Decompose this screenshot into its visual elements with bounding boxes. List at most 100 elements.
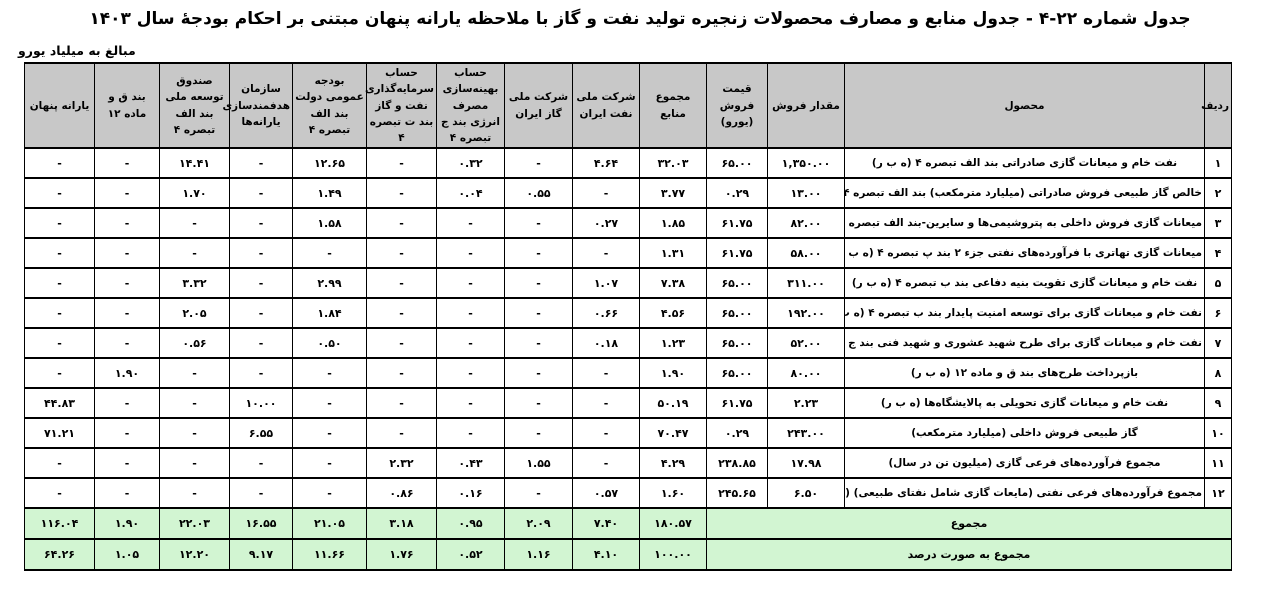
product-cell: نفت خام و میعانات گازی برای توسعه امنیت … [844, 297, 1205, 330]
value-cell: ۲۴۳.۰۰ [767, 417, 845, 450]
row-number-cell: ۴ [1204, 237, 1232, 270]
value-cell: - [94, 207, 160, 240]
header-row: ردیف محصول مقدار فروش قیمت فروش (یورو) م… [24, 61, 1232, 150]
value-cell: ۳۱۱.۰۰ [767, 267, 845, 300]
value-cell: - [572, 177, 640, 210]
table-row: ۷ نفت خام و میعانات گازی برای طرح شهید عش… [24, 327, 1232, 360]
table-row: ۳ میعانات گازی فروش داخلی به پتروشیمی‌ها … [24, 207, 1232, 240]
col-header-sales-price-euro: قیمت فروش (یورو) [706, 61, 768, 150]
value-cell: ۲۳۸.۸۵ [706, 447, 768, 480]
summary-value-cell: ۱۱۶.۰۴ [24, 507, 95, 541]
value-cell: ۶۱.۷۵ [706, 387, 768, 420]
value-cell: ۰.۸۶ [366, 477, 437, 510]
col-header-subsidy-targeting-org: سازمان هدفمندسازی یارانه‌ها [222, 61, 293, 150]
row-number-cell: ۱۲ [1204, 477, 1232, 510]
product-cell: نفت خام و میعانات گازی تقویت بنیه دفاعی … [844, 267, 1205, 300]
value-cell: - [436, 237, 505, 270]
value-cell: - [436, 267, 505, 300]
value-cell: ۴.۶۴ [572, 147, 640, 180]
value-cell: - [159, 477, 230, 510]
value-cell: ۳.۳۲ [159, 267, 230, 300]
row-number-cell: ۱۰ [1204, 417, 1232, 450]
col-header-sales-quantity: مقدار فروش [767, 61, 845, 150]
table-body: ۱ نفت خام و میعانات گازی صادراتی بند الف … [24, 147, 1232, 510]
value-cell: ۶۱.۷۵ [706, 237, 768, 270]
summary-value-cell: ۱.۹۰ [94, 507, 160, 541]
value-cell: - [24, 237, 95, 270]
value-cell: ۵۲.۰۰ [767, 327, 845, 360]
summary-value-cell: ۶۴.۲۶ [24, 538, 95, 572]
value-cell: - [292, 357, 367, 390]
value-cell: ۱,۳۵۰.۰۰ [767, 147, 845, 180]
value-cell: ۰.۵۷ [572, 477, 640, 510]
value-cell: ۷.۳۸ [639, 267, 707, 300]
value-cell: - [436, 207, 505, 240]
value-cell: ۷۰.۴۷ [639, 417, 707, 450]
table-row: ۹ نفت خام و میعانات گازی تحویلی به پالایش… [24, 387, 1232, 420]
product-cell: گاز طبیعی فروش داخلی (میلیارد مترمکعب) [844, 417, 1205, 450]
value-cell: - [159, 207, 230, 240]
value-cell: - [94, 447, 160, 480]
col-header-energy-optimization-account: حساب بهینه‌سازی مصرف انرژی بند ج تبصره ۴ [436, 61, 505, 150]
value-cell: ۱.۹۰ [94, 357, 160, 390]
value-cell: - [366, 267, 437, 300]
value-cell: - [24, 297, 95, 330]
value-cell: ۰.۱۶ [436, 477, 505, 510]
value-cell: ۸۲.۰۰ [767, 207, 845, 240]
value-cell: - [292, 477, 367, 510]
value-cell: - [229, 327, 293, 360]
summary-value-cell: ۰.۹۵ [436, 507, 505, 541]
value-cell: - [229, 447, 293, 480]
summary-label-cell: مجموع [706, 507, 1232, 541]
table-row: ۵ نفت خام و میعانات گازی تقویت بنیه دفاعی… [24, 267, 1232, 300]
value-cell: ۲.۲۳ [767, 387, 845, 420]
value-cell: ۰.۵۶ [159, 327, 230, 360]
value-cell: ۱.۳۱ [639, 237, 707, 270]
product-cell: نفت خام و میعانات گازی تحویلی به پالایشگ… [844, 387, 1205, 420]
value-cell: ۰.۵۵ [504, 177, 573, 210]
row-number-cell: ۹ [1204, 387, 1232, 420]
value-cell: - [229, 477, 293, 510]
value-cell: - [366, 207, 437, 240]
summary-row: مجموع ۱۸۰.۵۷ ۷.۴۰ ۲.۰۹ ۰.۹۵ ۳.۱۸ ۲۱.۰۵ ۱۶.۵۵ ۲۲.… [24, 507, 1232, 541]
product-cell: مجموع فرآورده‌های فرعی گازی (میلیون تن د… [844, 447, 1205, 480]
summary-value-cell: ۴.۱۰ [572, 538, 640, 572]
value-cell: ۱۳.۰۰ [767, 177, 845, 210]
value-cell: ۱۲.۶۵ [292, 147, 367, 180]
col-header-product: محصول [844, 61, 1205, 150]
value-cell: ۰.۲۹ [706, 177, 768, 210]
summary-label-cell: مجموع به صورت درصد [706, 538, 1232, 572]
value-cell: - [504, 147, 573, 180]
table-footer: مجموع ۱۸۰.۵۷ ۷.۴۰ ۲.۰۹ ۰.۹۵ ۳.۱۸ ۲۱.۰۵ ۱۶.۵۵ ۲۲.… [24, 507, 1232, 572]
value-cell: - [159, 447, 230, 480]
value-cell: - [436, 357, 505, 390]
product-cell: نفت خام و میعانات گازی صادراتی بند الف ت… [844, 147, 1205, 180]
summary-value-cell: ۱۱.۶۶ [292, 538, 367, 572]
value-cell: ۰.۱۸ [572, 327, 640, 360]
table-row: ۴ میعانات گازی تهاتری با فرآورده‌های نفتی… [24, 237, 1232, 270]
value-cell: - [24, 267, 95, 300]
value-cell: ۰.۲۷ [572, 207, 640, 240]
value-cell: ۶۵.۰۰ [706, 357, 768, 390]
value-cell: - [504, 297, 573, 330]
col-header-national-oil-company: شرکت ملی نفت ایران [572, 61, 640, 150]
budget-table: ردیف محصول مقدار فروش قیمت فروش (یورو) م… [24, 61, 1232, 572]
value-cell: ۱.۴۹ [292, 177, 367, 210]
col-header-oil-gas-investment-account: حساب سرمایه‌گذاری نفت و گاز بند ت تبصره … [365, 61, 437, 150]
summary-value-cell: ۹.۱۷ [229, 538, 293, 572]
product-cell: بازپرداخت طرح‌های بند ق و ماده ۱۲ (ه ب ر… [844, 357, 1205, 390]
value-cell: - [504, 237, 573, 270]
value-cell: - [159, 387, 230, 420]
value-cell: - [24, 207, 95, 240]
summary-row: مجموع به صورت درصد ۱۰۰.۰۰ ۴.۱۰ ۱.۱۶ ۰.۵۲ ۱.۷۶… [24, 538, 1232, 572]
value-cell: - [504, 267, 573, 300]
value-cell: - [366, 177, 437, 210]
value-cell: ۴۴.۸۳ [24, 387, 95, 420]
summary-value-cell: ۷.۴۰ [572, 507, 640, 541]
value-cell: - [366, 357, 437, 390]
value-cell: - [24, 147, 95, 180]
value-cell: ۳.۷۷ [639, 177, 707, 210]
summary-value-cell: ۱۲.۲۰ [159, 538, 230, 572]
value-cell: - [292, 237, 367, 270]
value-cell: - [159, 357, 230, 390]
